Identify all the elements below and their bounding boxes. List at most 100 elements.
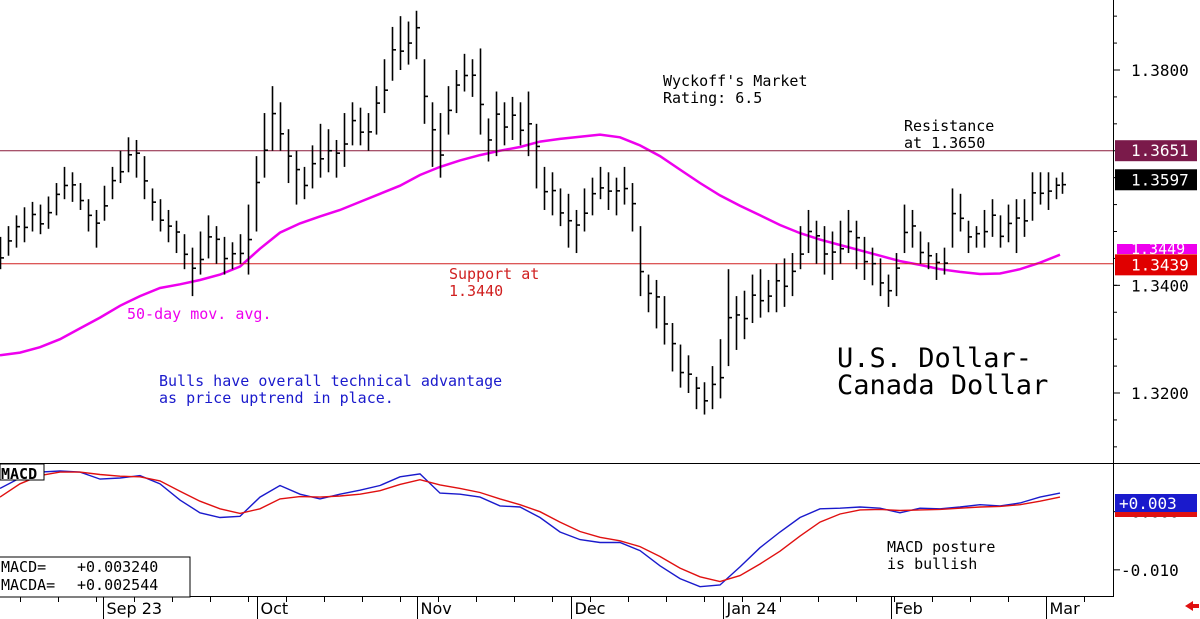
price-axis: 1.3200 1.3400 1.3800 (1113, 15, 1189, 448)
price-bar (903, 204, 908, 254)
price-bar (1007, 204, 1012, 243)
macd-value-label: MACD= (1, 558, 46, 576)
hidden-tag-label: 1.3449 (1131, 240, 1185, 258)
price-bar (231, 242, 236, 270)
price-bar (615, 177, 620, 216)
price-bar (783, 258, 788, 307)
price-bar (623, 166, 628, 205)
price-bar (447, 86, 452, 135)
price-bars (0, 10, 1066, 415)
price-bar (143, 156, 148, 200)
price-bar (199, 231, 204, 275)
macda-value: +0.002544 (77, 576, 158, 594)
ma-line (0, 133, 1061, 357)
price-bar (767, 279, 772, 313)
price-bar (591, 177, 596, 216)
price-bar (1031, 172, 1036, 221)
price-bar (335, 139, 340, 178)
price-bar (23, 207, 28, 243)
macd-title-bg (0, 463, 45, 481)
price-bar (79, 183, 84, 210)
price-bar (631, 183, 636, 232)
price-bar (343, 113, 348, 167)
rating-line-1: Wyckoff's Market (663, 72, 808, 90)
price-bar (239, 234, 244, 264)
price-bar (887, 274, 892, 307)
price-bar (639, 226, 644, 297)
price-bar (175, 220, 180, 254)
price-bar (247, 204, 252, 275)
price-tag-label: 1.3651 (1131, 141, 1189, 160)
price-bar (775, 263, 780, 313)
price-bar (367, 113, 372, 151)
chart-title-line-2: Canada Dollar (837, 370, 1048, 401)
price-bar (879, 258, 884, 297)
macd-title: MACD (1, 465, 37, 483)
price-bar (655, 279, 660, 329)
price-bar (439, 113, 444, 178)
price-tag-bg (1115, 254, 1197, 276)
price-bar (815, 220, 820, 264)
bulls-note-1: Bulls have overall technical advantage (159, 372, 502, 390)
macda-line (0, 471, 1061, 583)
price-bar (567, 193, 572, 248)
price-bar (103, 185, 108, 221)
ma-label: 50-day mov. avg. (127, 305, 272, 323)
macd-tick-label: -0.010 (1121, 561, 1179, 580)
price-bar (215, 226, 220, 264)
macd-note-1: MACD posture (887, 538, 995, 556)
price-tags: 1.3449 1.3651 1.3597 1.3439 (1115, 140, 1197, 276)
price-bar (991, 199, 996, 237)
price-bar (311, 145, 316, 189)
price-bar (1023, 199, 1028, 237)
price-tick-label: 1.3800 (1131, 61, 1189, 80)
price-bar (967, 220, 972, 254)
price-bar (495, 91, 500, 157)
price-bar (559, 188, 564, 227)
support-label-2: 1.3440 (449, 282, 503, 300)
price-bar (799, 226, 804, 270)
price-bar (687, 355, 692, 394)
x-tick-label: Feb (895, 599, 923, 618)
price-bar (951, 188, 956, 248)
price-bar (255, 156, 260, 232)
price-bar (0, 236, 4, 270)
price-bar (463, 53, 468, 92)
price-bar (935, 253, 940, 280)
price-bar (999, 215, 1004, 248)
price-bar (807, 209, 812, 254)
resistance-label-1: Resistance (904, 117, 994, 135)
price-bar (527, 91, 532, 157)
price-bar (679, 344, 684, 388)
price-bar (863, 236, 868, 280)
price-bar (703, 382, 708, 415)
price-bar (1047, 172, 1052, 210)
rating-line-2: Rating: 6.5 (663, 89, 762, 107)
price-bar (647, 274, 652, 313)
price-bar (487, 118, 492, 162)
price-bar (287, 129, 292, 184)
price-bar (111, 166, 116, 200)
price-bar (535, 123, 540, 189)
price-bar (319, 123, 324, 178)
price-bar (279, 102, 284, 151)
price-bar (399, 16, 404, 70)
x-tick-label: Oct (261, 599, 289, 618)
chart-title-line-1: U.S. Dollar- (837, 343, 1032, 374)
price-bar (911, 209, 916, 248)
price-bar (511, 96, 516, 140)
price-bar (479, 48, 484, 135)
price-bar (551, 172, 556, 216)
price-bar (31, 201, 36, 232)
price-bar (599, 166, 604, 200)
price-bar (719, 339, 724, 399)
macda-tag-bg (1115, 512, 1197, 517)
x-tick-label: Sep 23 (107, 599, 163, 618)
price-bar (47, 196, 52, 229)
price-bar (295, 150, 300, 205)
price-bar (871, 247, 876, 286)
price-bar (191, 247, 196, 297)
back-arrow-icon[interactable] (1185, 601, 1199, 611)
price-bar (423, 59, 428, 124)
